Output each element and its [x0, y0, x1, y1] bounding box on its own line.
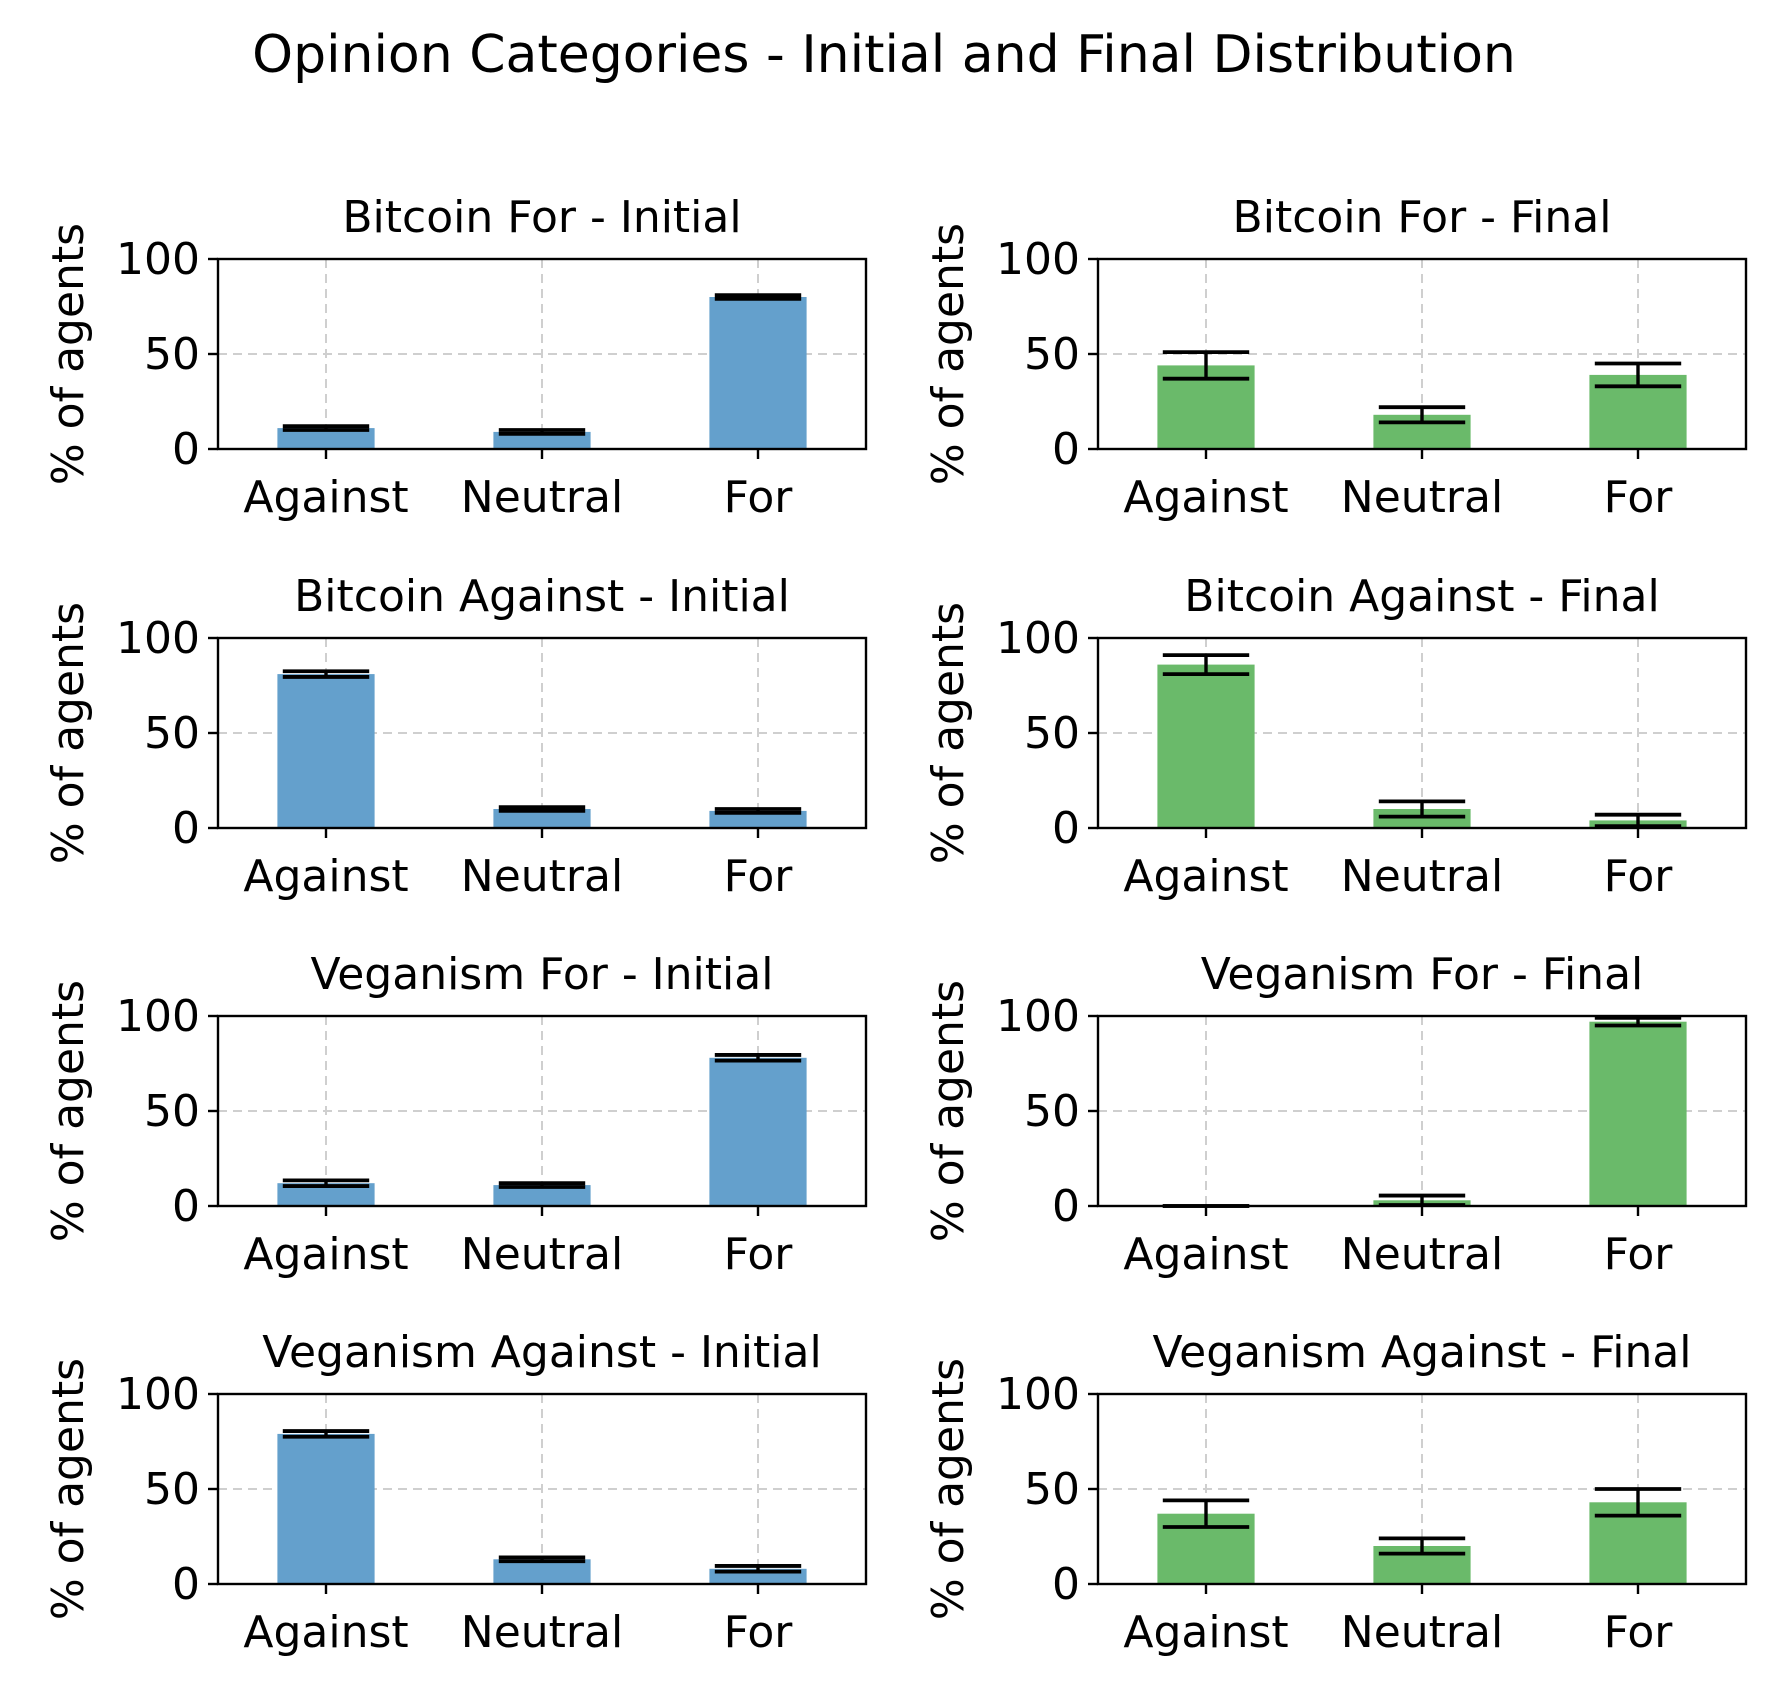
x-tick-label: For: [1604, 1229, 1674, 1280]
y-tick-label: 50: [1024, 329, 1080, 380]
subplot-2: Bitcoin For - Final % of agents 0 50 100 Agai…: [923, 192, 1748, 523]
x-tick-label: Against: [1123, 851, 1288, 902]
subplot-6: Veganism For - Final % of agents 0 50 100 Aga…: [923, 949, 1748, 1280]
y-tick-label: 100: [996, 613, 1080, 664]
bar-against: [1157, 664, 1255, 828]
y-tick-label: 50: [1024, 1464, 1080, 1515]
x-tick-label: Against: [243, 1607, 408, 1658]
bar-neutral: [493, 431, 591, 449]
bar-against: [277, 674, 375, 828]
bar-for: [709, 810, 807, 828]
y-axis-label: % of agents: [43, 980, 94, 1242]
y-tick-label: 100: [116, 613, 200, 664]
y-tick-label: 50: [144, 329, 200, 380]
x-tick-label: For: [1604, 1607, 1674, 1658]
subplot-title: Bitcoin For - Final: [1233, 192, 1612, 243]
bar-against: [277, 1433, 375, 1584]
subplot-title: Veganism Against - Initial: [262, 1327, 821, 1378]
y-tick-label: 50: [1024, 1086, 1080, 1137]
subplot-title: Bitcoin For - Initial: [342, 192, 741, 243]
subplot-title: Veganism Against - Final: [1152, 1327, 1691, 1378]
subplot-3: Bitcoin Against - Initial % of agents 0 50 1…: [43, 571, 868, 902]
bar-for: [709, 297, 807, 449]
bar-for: [1589, 1021, 1687, 1206]
x-tick-label: For: [724, 472, 794, 523]
subplot-7: Veganism Against - Initial % of agents 0 50…: [43, 1327, 868, 1658]
x-tick-label: Against: [1123, 1229, 1288, 1280]
bar-neutral: [493, 809, 591, 828]
x-tick-label: Neutral: [461, 1229, 623, 1280]
bar-against: [277, 1183, 375, 1206]
y-tick-label: 0: [1052, 1181, 1080, 1232]
bar-neutral: [493, 1185, 591, 1206]
y-axis-label: % of agents: [923, 223, 974, 485]
y-tick-label: 100: [996, 991, 1080, 1042]
y-tick-label: 0: [1052, 1559, 1080, 1610]
x-tick-label: For: [1604, 851, 1674, 902]
y-tick-label: 50: [1024, 708, 1080, 759]
y-axis-label: % of agents: [43, 602, 94, 864]
x-tick-label: Neutral: [1341, 1229, 1503, 1280]
y-axis-label: % of agents: [923, 602, 974, 864]
subplot-title: Veganism For - Final: [1201, 949, 1644, 1000]
subplot-1: Bitcoin For - Initial % of agents 0 50 100 Ag…: [43, 192, 868, 523]
x-tick-label: Against: [1123, 1607, 1288, 1658]
y-axis-label: % of agents: [43, 223, 94, 485]
y-tick-label: 50: [144, 1464, 200, 1515]
y-tick-label: 0: [172, 803, 200, 854]
y-tick-label: 100: [116, 1369, 200, 1420]
y-tick-label: 100: [116, 234, 200, 285]
x-tick-label: Against: [243, 851, 408, 902]
y-tick-label: 0: [1052, 803, 1080, 854]
bar-neutral: [1373, 809, 1471, 828]
x-tick-label: Against: [1123, 472, 1288, 523]
bar-for: [709, 1057, 807, 1206]
y-axis-label: % of agents: [43, 1358, 94, 1620]
y-tick-label: 0: [172, 424, 200, 475]
subplot-4: Bitcoin Against - Final % of agents 0 50 100…: [923, 571, 1748, 902]
y-tick-label: 100: [996, 1369, 1080, 1420]
subplot-8: Veganism Against - Final % of agents 0 50 10…: [923, 1327, 1748, 1658]
x-tick-label: For: [724, 1229, 794, 1280]
x-tick-label: Neutral: [461, 1607, 623, 1658]
x-tick-label: Against: [243, 472, 408, 523]
x-tick-label: For: [724, 1607, 794, 1658]
subplot-title: Veganism For - Initial: [311, 949, 774, 1000]
x-tick-label: Against: [243, 1229, 408, 1280]
subplot-grid: Bitcoin For - Initial % of agents 0 50 100 Ag…: [43, 192, 1748, 1658]
y-axis-label: % of agents: [923, 1358, 974, 1620]
y-tick-label: 0: [172, 1181, 200, 1232]
x-tick-label: For: [724, 851, 794, 902]
x-tick-label: Neutral: [1341, 472, 1503, 523]
bar-neutral: [493, 1559, 591, 1584]
x-tick-label: Neutral: [1341, 1607, 1503, 1658]
y-tick-label: 50: [144, 708, 200, 759]
x-tick-label: Neutral: [461, 851, 623, 902]
subplot-title: Bitcoin Against - Final: [1184, 571, 1659, 622]
subplot-title: Bitcoin Against - Initial: [294, 571, 790, 622]
y-tick-label: 100: [116, 991, 200, 1042]
x-tick-label: Neutral: [461, 472, 623, 523]
y-tick-label: 100: [996, 234, 1080, 285]
y-tick-label: 0: [1052, 424, 1080, 475]
y-tick-label: 0: [172, 1559, 200, 1610]
x-tick-label: For: [1604, 472, 1674, 523]
figure-title: Opinion Categories - Initial and Final D…: [252, 25, 1516, 85]
y-axis-label: % of agents: [923, 980, 974, 1242]
subplot-5: Veganism For - Initial % of agents 0 50 100 A…: [43, 949, 868, 1280]
x-tick-label: Neutral: [1341, 851, 1503, 902]
bar-against: [277, 428, 375, 449]
y-tick-label: 50: [144, 1086, 200, 1137]
